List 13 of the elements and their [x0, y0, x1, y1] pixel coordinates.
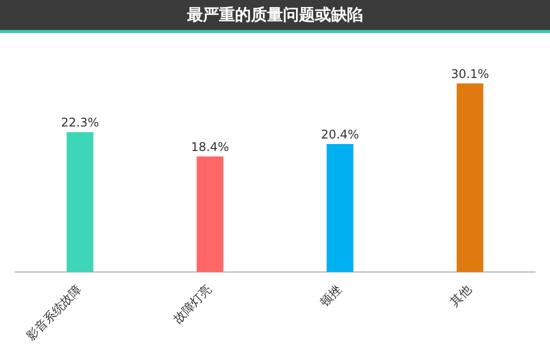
x-tick-label: 影音系统故障: [24, 282, 84, 344]
x-tick-label: 顿挫: [317, 282, 344, 310]
x-tick-label: 其他: [447, 282, 474, 310]
bar: [326, 144, 354, 272]
data-label: 22.3%: [60, 116, 100, 130]
bar: [196, 156, 224, 272]
bar: [456, 83, 484, 272]
data-label: 18.4%: [190, 140, 230, 154]
data-label: 20.4%: [320, 127, 360, 142]
data-label: 30.1%: [450, 66, 490, 81]
chart-title: 最严重的质量问题或缺陷: [187, 5, 363, 24]
bar: [66, 132, 94, 272]
x-tick-label: 故障灯亮: [170, 282, 214, 326]
